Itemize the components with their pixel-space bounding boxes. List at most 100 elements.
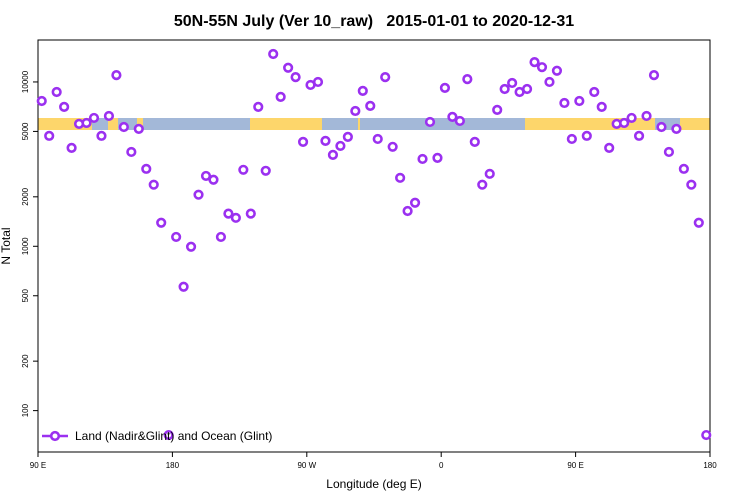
y-tick-label: 1000	[21, 237, 30, 255]
point	[402, 205, 413, 217]
point	[656, 121, 667, 133]
point	[200, 170, 212, 182]
point	[387, 141, 398, 152]
point	[499, 83, 510, 95]
point	[178, 281, 189, 292]
point	[663, 146, 675, 158]
point	[432, 152, 443, 164]
x-tick-label: 90 W	[297, 461, 316, 470]
point	[312, 76, 324, 88]
point	[103, 110, 115, 122]
point	[372, 133, 383, 145]
point	[439, 82, 451, 94]
point	[544, 76, 555, 88]
point	[342, 131, 353, 143]
point	[81, 117, 92, 129]
point	[559, 97, 570, 109]
point	[66, 142, 77, 153]
y-tick-label: 100	[21, 403, 30, 417]
point	[36, 95, 47, 107]
point	[133, 123, 144, 134]
point	[604, 142, 615, 153]
point	[290, 72, 301, 83]
plot-frame	[37, 39, 711, 453]
point	[492, 104, 503, 115]
legend-marker	[49, 430, 61, 442]
point	[208, 174, 219, 185]
point	[581, 130, 592, 141]
point	[59, 101, 70, 112]
point	[447, 111, 458, 122]
point	[626, 112, 637, 124]
y-tick-label: 5000	[21, 122, 30, 140]
point	[529, 57, 540, 68]
point	[118, 121, 129, 133]
point	[477, 179, 488, 190]
x-axis-label: Longitude (deg E)	[326, 477, 421, 491]
y-tick-label: 500	[21, 289, 30, 303]
point	[619, 117, 630, 129]
point	[641, 110, 652, 122]
y-tick-label: 10000	[21, 70, 30, 93]
point	[230, 212, 241, 223]
x-tick-label: 180	[166, 461, 180, 470]
point	[327, 149, 339, 160]
point	[148, 179, 159, 190]
point	[678, 163, 689, 174]
point	[51, 86, 62, 98]
point	[395, 172, 406, 183]
point	[185, 241, 197, 252]
point	[551, 65, 563, 76]
y-tick-label: 200	[21, 354, 30, 368]
point	[409, 197, 421, 208]
legend-label: Land (Nadir&Glint) and Ocean (Glint)	[75, 429, 272, 443]
x-tick-label: 0	[439, 461, 444, 470]
point	[357, 85, 368, 97]
point	[380, 72, 391, 83]
point	[253, 101, 264, 112]
point	[536, 62, 548, 73]
point	[193, 189, 204, 200]
point	[163, 429, 174, 441]
x-tick-label: 90 E	[30, 461, 46, 470]
point	[648, 70, 660, 81]
point	[350, 105, 361, 117]
y-tick-label: 2000	[21, 187, 30, 205]
point	[126, 146, 137, 158]
point	[156, 217, 167, 228]
point	[297, 136, 309, 147]
point	[686, 179, 697, 190]
point	[633, 130, 645, 141]
point	[521, 83, 533, 95]
chart-title: 50N-55N July (Ver 10_raw) 2015-01-01 to …	[174, 13, 574, 30]
point	[141, 163, 152, 174]
point	[596, 101, 607, 112]
point	[44, 130, 55, 141]
point	[589, 86, 600, 98]
point	[238, 164, 249, 175]
point	[171, 231, 182, 243]
point	[417, 153, 428, 165]
point	[507, 77, 518, 89]
point	[88, 112, 100, 124]
point	[424, 116, 436, 128]
point	[335, 140, 346, 152]
y-axis-label: N Total	[0, 227, 13, 264]
point	[245, 208, 256, 219]
point	[469, 136, 480, 147]
point	[260, 165, 271, 176]
point	[215, 231, 227, 243]
point	[454, 115, 465, 127]
point	[484, 168, 495, 179]
point	[462, 74, 473, 85]
point	[96, 130, 107, 141]
point	[283, 62, 294, 73]
point	[701, 429, 712, 441]
point	[671, 123, 682, 134]
x-tick-label: 180	[703, 461, 717, 470]
point	[693, 217, 704, 228]
point	[268, 48, 279, 60]
point	[275, 91, 286, 103]
point	[365, 100, 376, 111]
